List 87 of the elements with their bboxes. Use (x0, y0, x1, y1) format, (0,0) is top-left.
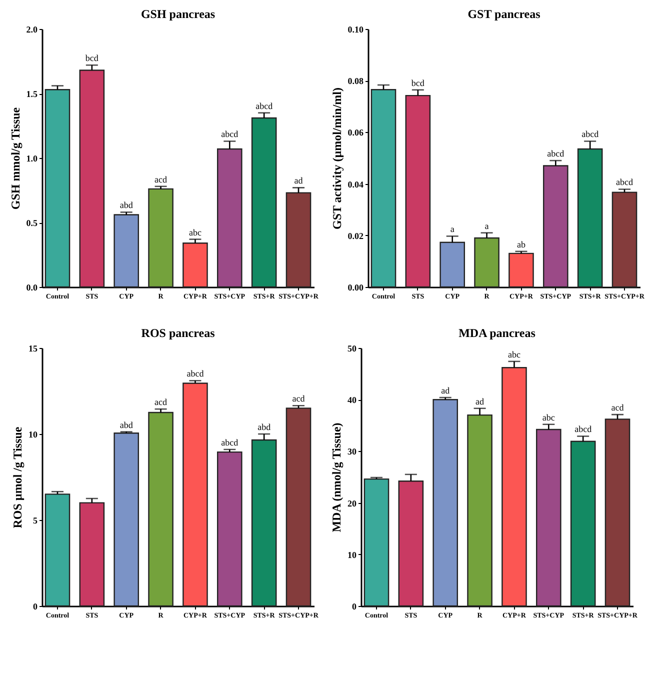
bar (44, 89, 70, 288)
bar (405, 94, 431, 288)
y-tick-label: 0.06 (348, 128, 364, 138)
bar (251, 439, 277, 607)
y-tick-label: 20 (348, 498, 357, 508)
bar (148, 188, 174, 288)
bar (216, 148, 242, 288)
annotation: abc (542, 412, 555, 422)
y-tick-label: 5 (33, 516, 38, 526)
y-tick-label: 40 (348, 395, 357, 406)
y-tick-label: 0 (352, 602, 357, 612)
annotation: abcd (221, 129, 239, 140)
bar (474, 237, 500, 288)
bar (542, 165, 568, 288)
bar (502, 367, 527, 607)
bar (570, 440, 596, 607)
bar (432, 399, 458, 607)
y-tick-label: 30 (348, 446, 357, 457)
annotation: ad (294, 176, 304, 186)
annotation: bcd (411, 78, 425, 88)
annotation: abd (258, 422, 272, 432)
y-tick-label: 10 (28, 430, 38, 440)
annotation: ad (441, 386, 450, 396)
bar (216, 451, 242, 607)
y-axis-title: GST activity (µmol/min/ml) (330, 87, 344, 230)
bar (182, 242, 208, 288)
annotation: abd (120, 200, 134, 210)
y-tick-label: 0.0 (26, 282, 38, 292)
annotation: abc (508, 349, 520, 360)
bar (612, 192, 638, 288)
annotation: abd (120, 420, 134, 430)
bar (148, 412, 174, 607)
bar (536, 428, 562, 607)
chart-title: ROS pancreas (141, 326, 216, 340)
annotation: abcd (186, 368, 204, 379)
bar (364, 478, 390, 607)
annotation: ab (516, 239, 526, 250)
bar (114, 432, 140, 607)
annotation: acd (292, 394, 306, 404)
bar (251, 117, 277, 288)
bar (286, 192, 312, 288)
annotation: abcd (547, 148, 565, 159)
annotation: acd (611, 402, 624, 413)
bar (182, 382, 208, 607)
y-axis-title: ROS µmol /g Tissue (10, 426, 24, 528)
annotation: abcd (582, 129, 600, 140)
annotation: bcd (85, 53, 99, 64)
annotation: a (450, 224, 454, 234)
annotation: abcd (256, 100, 274, 111)
bar (508, 252, 534, 288)
bar (370, 89, 396, 288)
bar (114, 214, 140, 288)
y-tick-label: 0.5 (26, 218, 38, 228)
y-axis-title: GSH mmol/g Tissue (8, 106, 22, 210)
annotation: a (484, 220, 489, 231)
bar (286, 408, 312, 607)
bar (44, 494, 70, 607)
bar (398, 480, 424, 607)
annotation: abcd (221, 437, 239, 448)
y-tick-label: 10 (348, 550, 357, 560)
chart-title: MDA pancreas (458, 326, 536, 340)
y-tick-label: 1.5 (26, 89, 38, 99)
bar (604, 418, 630, 607)
annotation: abcd (574, 424, 592, 434)
y-tick-label: 50 (348, 344, 357, 354)
bar (440, 242, 466, 288)
bar (79, 70, 105, 288)
y-tick-label: 0.00 (348, 282, 364, 292)
y-tick-label: 1.0 (26, 154, 38, 164)
y-tick-label: 0.08 (348, 76, 364, 86)
y-tick-label: 0 (33, 602, 38, 612)
chart-title: GSH pancreas (140, 7, 216, 21)
y-tick-label: 15 (28, 344, 38, 354)
annotation: acd (154, 174, 168, 184)
annotation: abcd (616, 177, 634, 188)
y-tick-label: 0.04 (348, 179, 364, 190)
annotation: acd (154, 397, 168, 408)
annotation: ad (476, 396, 485, 406)
y-tick-label: 2.0 (26, 24, 38, 34)
annotation: abc (188, 227, 202, 238)
bar (79, 502, 105, 607)
y-tick-label: 0.02 (348, 230, 364, 241)
bar (577, 148, 603, 288)
y-axis-title: MDA (nmol/g Tissue) (330, 422, 344, 532)
bar (467, 414, 492, 607)
y-tick-label: 0.10 (348, 24, 364, 34)
chart-title: GST pancreas (468, 7, 541, 21)
